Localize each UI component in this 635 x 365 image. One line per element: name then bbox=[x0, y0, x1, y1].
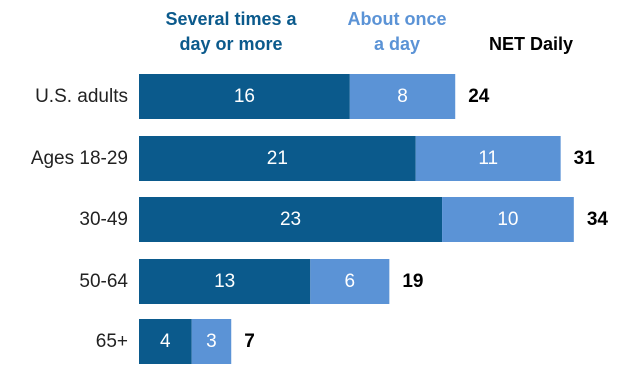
bar-65-series-2 bbox=[191, 319, 232, 364]
bars: U.S. adults 16 8 24 Ages 18-29 21 11 31 30-49 23 1… bbox=[31, 74, 609, 364]
category-label-ages-18-29: Ages 18-29 bbox=[31, 148, 128, 169]
bar-ages-18-29-series-1 bbox=[139, 136, 416, 181]
net-value-65: 7 bbox=[244, 331, 255, 352]
value-label-50-64-series-2: 6 bbox=[345, 271, 356, 292]
bar-u-s-adults-series-1 bbox=[139, 74, 350, 119]
bar-ages-18-29-series-2 bbox=[415, 136, 561, 181]
net-value-u-s-adults: 24 bbox=[468, 86, 490, 107]
category-label-65: 65+ bbox=[96, 331, 128, 352]
net-value-30-49: 34 bbox=[587, 209, 609, 230]
legend: Several times a day or more About once a da… bbox=[165, 9, 573, 54]
net-value-50-64: 19 bbox=[402, 271, 423, 292]
value-label-30-49-series-2: 10 bbox=[497, 209, 518, 230]
category-label-30-49: 30-49 bbox=[79, 209, 128, 230]
value-label-u-s-adults-series-2: 8 bbox=[397, 86, 408, 107]
value-label-65-series-1: 4 bbox=[160, 331, 171, 352]
legend-series-2: About once a day bbox=[348, 9, 447, 54]
bar-u-s-adults-series-2 bbox=[349, 74, 456, 119]
bar-65-series-1 bbox=[139, 319, 192, 364]
legend-series-1: Several times a day or more bbox=[165, 9, 297, 54]
category-label-50-64: 50-64 bbox=[79, 271, 128, 292]
bar-30-49-series-1 bbox=[139, 197, 443, 242]
bar-50-64-series-1 bbox=[139, 259, 311, 304]
category-label-u-s-adults: U.S. adults bbox=[35, 86, 128, 107]
bar-50-64-series-2 bbox=[310, 259, 390, 304]
value-label-ages-18-29-series-2: 11 bbox=[478, 148, 498, 169]
value-label-65-series-2: 3 bbox=[206, 331, 217, 352]
legend-net-daily: NET Daily bbox=[489, 34, 573, 54]
value-label-30-49-series-1: 23 bbox=[280, 209, 301, 230]
value-label-50-64-series-1: 13 bbox=[214, 271, 235, 292]
bar-30-49-series-2 bbox=[442, 197, 574, 242]
net-value-ages-18-29: 31 bbox=[574, 148, 596, 169]
value-label-u-s-adults-series-1: 16 bbox=[234, 86, 255, 107]
value-label-ages-18-29-series-1: 21 bbox=[267, 148, 288, 169]
